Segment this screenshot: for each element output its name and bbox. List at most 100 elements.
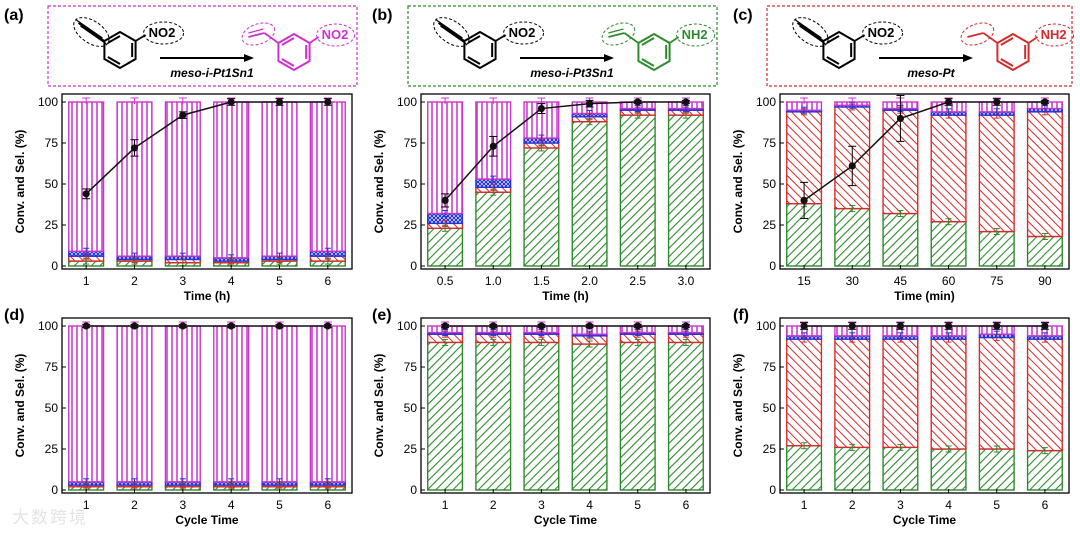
x-axis-label: Cycle Time: [175, 513, 238, 527]
x-tick-label: 3: [179, 274, 186, 288]
y-tick-label: 50: [763, 401, 777, 415]
panel-label: (e): [372, 307, 392, 324]
x-tick-label: 75: [990, 274, 1004, 288]
chart-panel-b: (b) 0 25 50 75 100 Conv. and Sel. (%) 0.5 1.0 1.5…: [372, 7, 711, 303]
bar-segment-magenta: [261, 101, 298, 257]
conversion-point: [682, 322, 690, 330]
bar-segment-green: [475, 341, 512, 491]
bar-segment-green: [571, 343, 608, 491]
conversion-point: [324, 322, 332, 330]
y-axis-label: Conv. and Sel. (%): [13, 354, 27, 458]
bar-segment-green: [834, 446, 871, 491]
y-tick-label: 75: [45, 136, 59, 150]
product-group-highlight: [316, 23, 356, 47]
bar-segment-red: [978, 114, 1015, 233]
conversion-point: [896, 322, 905, 330]
y-tick-label: 0: [51, 259, 58, 273]
conversion-point: [1041, 98, 1049, 106]
conversion-point: [441, 196, 449, 204]
bar-segment-magenta: [309, 325, 346, 483]
bar-segment-green: [475, 191, 512, 267]
bar-segment-green: [786, 202, 823, 267]
conversion-line: [85, 101, 328, 195]
y-tick-label: 0: [410, 259, 417, 273]
conversion-point: [993, 322, 1001, 330]
y-tick-label: 75: [404, 136, 418, 150]
conversion-point: [848, 162, 856, 170]
reaction-arrowhead: [244, 54, 254, 62]
y-tick-label: 25: [763, 218, 777, 232]
ring-double-bond: [281, 37, 295, 46]
x-tick-label: 15: [797, 274, 811, 288]
y-tick-label: 100: [397, 319, 417, 333]
y-tick-label: 25: [45, 218, 59, 232]
y-tick-label: 50: [45, 177, 59, 191]
catalyst-label: meso-i-Pt1Sn1: [170, 66, 254, 80]
conversion-point: [585, 100, 594, 108]
alkyne-bond: [440, 25, 467, 45]
bar-segment-green: [882, 446, 919, 491]
conversion-point: [227, 322, 235, 330]
x-tick-label: 30: [846, 274, 860, 288]
ring-double-bond: [826, 56, 840, 65]
ring-double-bond: [1000, 58, 1014, 67]
ring-double-bond: [641, 37, 655, 46]
conversion-point: [179, 322, 187, 330]
conversion-point: [537, 322, 546, 330]
nitro-highlight: [503, 21, 545, 45]
x-tick-label: 3.0: [678, 274, 695, 288]
x-tick-label: 2: [849, 498, 856, 512]
x-tick-label: 5: [634, 498, 641, 512]
x-tick-label: 5: [276, 274, 283, 288]
conversion-point: [82, 190, 90, 198]
x-axis-label: Cycle Time: [534, 513, 597, 527]
y-tick-label: 75: [45, 360, 59, 374]
conversion-point: [275, 322, 284, 330]
panel-label: (c): [733, 7, 753, 24]
bar-segment-magenta: [68, 325, 105, 483]
conversion-point: [537, 104, 546, 113]
x-tick-label: 45: [894, 274, 908, 288]
alkyne-bond: [436, 19, 463, 39]
conversion-point: [324, 98, 332, 106]
product-group-bond: [1028, 36, 1039, 44]
bar-segment-magenta: [68, 101, 105, 252]
x-tick-label: 4: [228, 498, 235, 512]
x-axis-label: Time (min): [894, 289, 954, 303]
conversion-point: [275, 98, 284, 106]
scheme-frame: [407, 5, 718, 87]
y-axis-label: Conv. and Sel. (%): [731, 354, 745, 458]
y-tick-label: 75: [404, 360, 418, 374]
bar-segment-green: [523, 147, 560, 267]
benzene-ring: [637, 32, 671, 72]
catalyst-label: meso-i-Pt3Sn1: [530, 66, 614, 80]
ring-double-bond: [641, 58, 655, 67]
chart-panel-c: (c) 0 25 50 75 100 Conv. and Sel. (%) 15 30 45 60 7…: [731, 7, 1070, 303]
product-group-bond: [309, 36, 320, 44]
y-tick-label: 0: [51, 483, 58, 497]
ethyl-bond: [967, 32, 984, 38]
vinyl-highlight: [241, 22, 276, 46]
bar-segment-red: [930, 338, 967, 450]
conversion-point: [634, 98, 642, 106]
x-tick-label: 90: [1038, 274, 1052, 288]
x-tick-label: 2: [131, 274, 138, 288]
conversion-line: [803, 101, 1045, 202]
bar-segment-green: [786, 445, 823, 491]
y-tick-label: 75: [763, 136, 777, 150]
bar-segment-magenta: [164, 101, 201, 257]
product-group: NO2: [322, 27, 349, 42]
x-tick-label: 3: [538, 498, 545, 512]
conversion-point: [944, 98, 953, 106]
alkyne-highlight: [433, 17, 470, 47]
y-tick-label: 0: [410, 483, 417, 497]
conversion-point: [800, 196, 808, 204]
vinyl-bond: [608, 32, 625, 38]
x-tick-label: 2.5: [629, 274, 646, 288]
conversion-point: [682, 98, 690, 106]
y-tick-label: 50: [404, 177, 418, 191]
alkyne-highlight: [792, 17, 829, 47]
x-tick-label: 5: [993, 498, 1000, 512]
panel-label: (b): [372, 7, 392, 24]
